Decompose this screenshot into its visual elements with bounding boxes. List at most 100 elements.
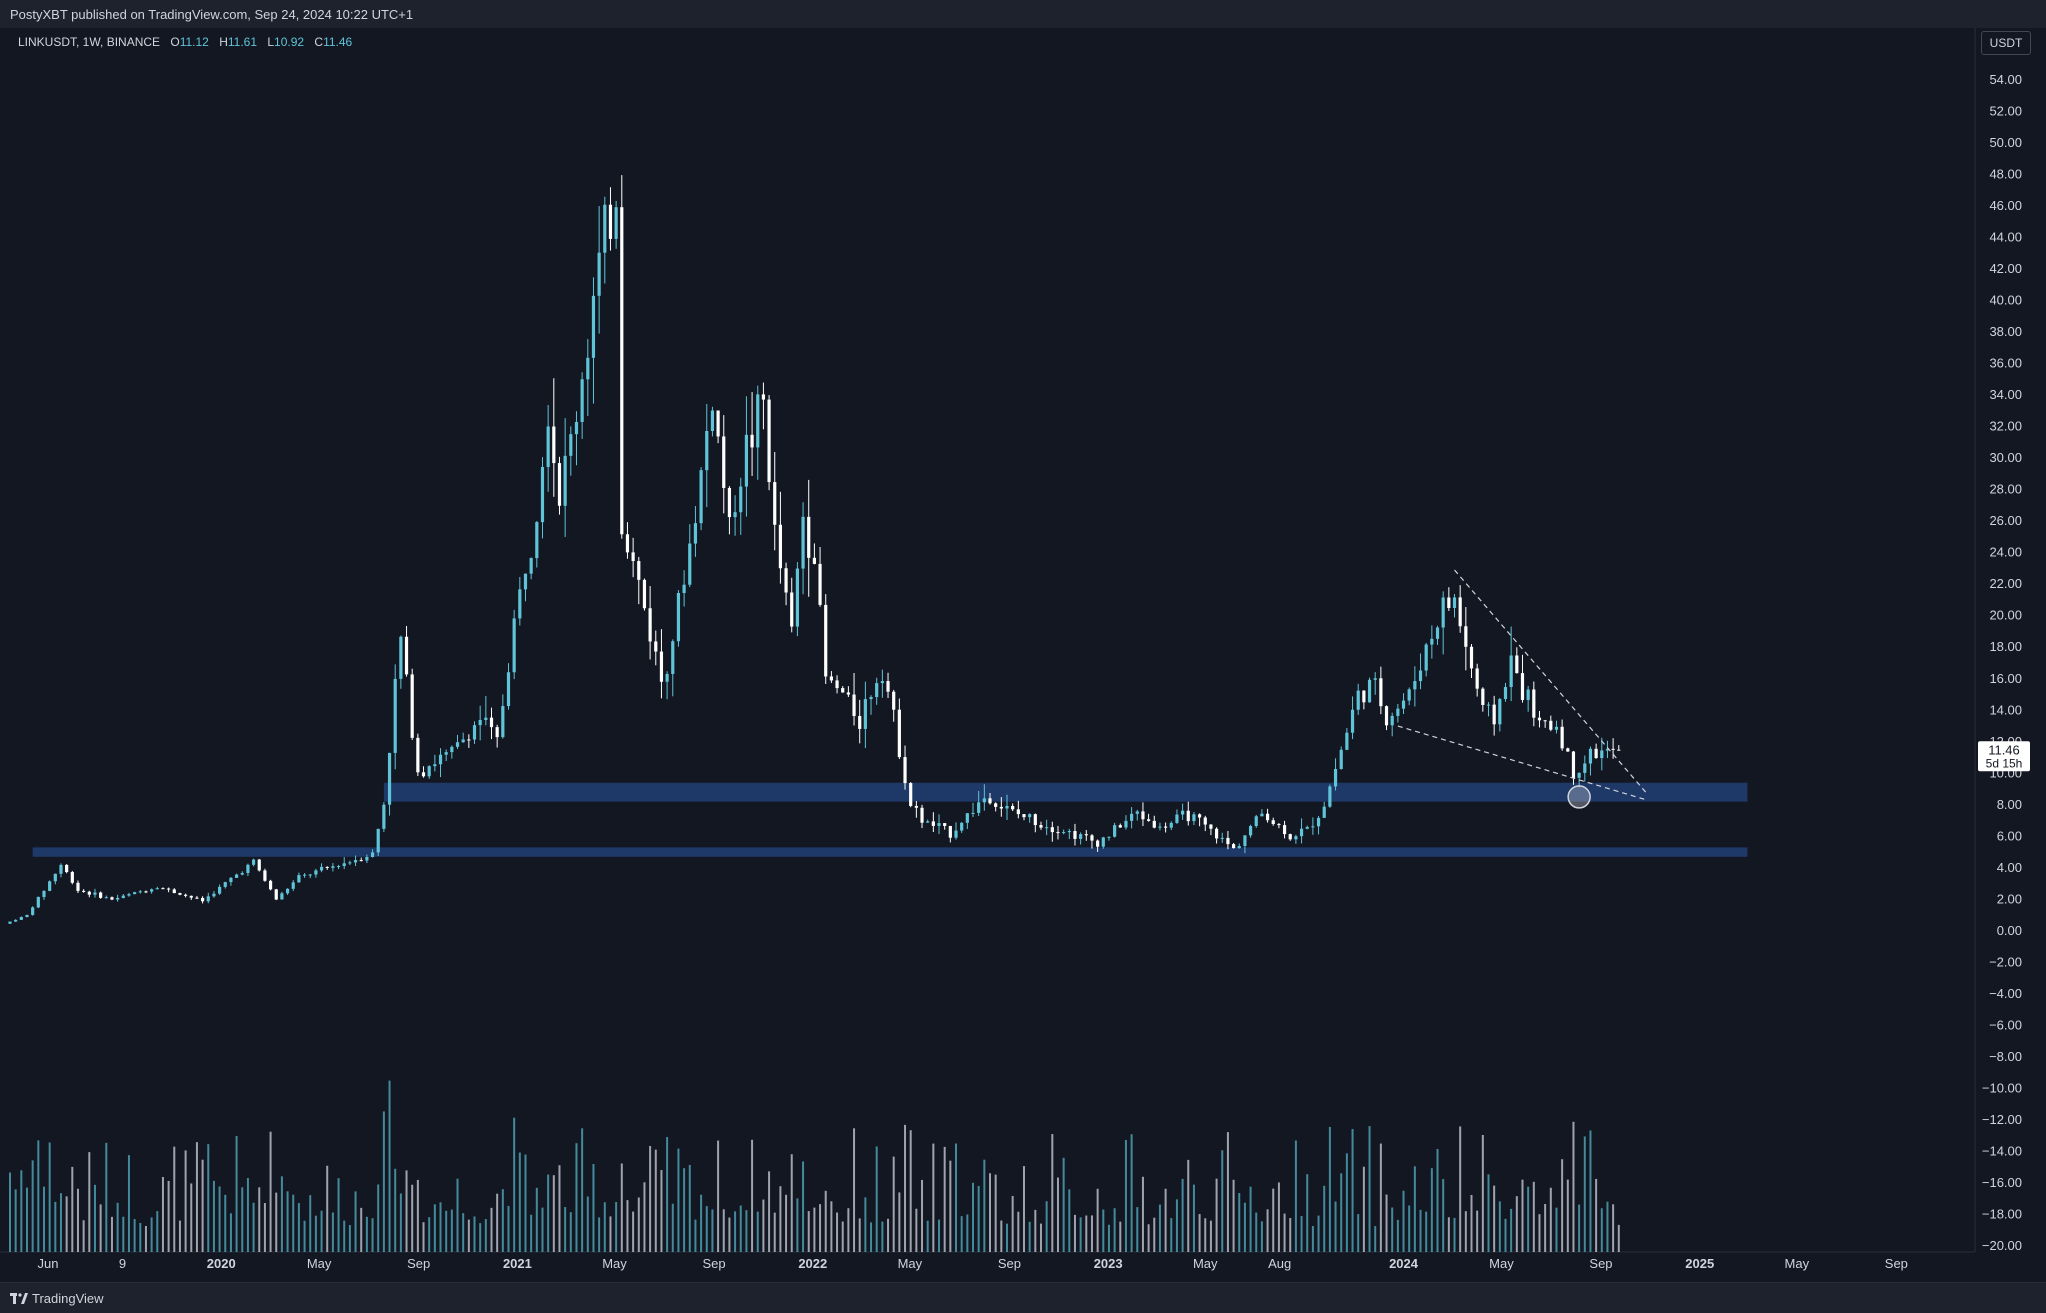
- volume-bar: [224, 1194, 227, 1252]
- candle-body: [87, 891, 91, 895]
- candle-body: [671, 641, 675, 674]
- candle-body: [716, 410, 720, 437]
- candle-body: [410, 674, 414, 738]
- price-tick-label: 42.00: [1989, 261, 2022, 276]
- volume-bar: [88, 1152, 91, 1252]
- candle-body: [1520, 673, 1525, 700]
- candle-body: [1328, 786, 1332, 807]
- candle-body: [59, 864, 63, 874]
- volume-bar: [484, 1219, 487, 1252]
- candle-body: [336, 866, 341, 868]
- chart-background: [0, 28, 2046, 1282]
- volume-bar: [178, 1220, 181, 1252]
- candle-body: [761, 394, 766, 400]
- time-tick-label: May: [1489, 1256, 1514, 1271]
- candle-body: [178, 893, 182, 895]
- candle-body: [70, 872, 74, 883]
- candle-body: [642, 579, 647, 609]
- open-value: 11.12: [179, 35, 209, 49]
- candle-body: [790, 592, 794, 627]
- volume-bar: [1147, 1224, 1150, 1252]
- candle-body: [189, 895, 193, 898]
- candle-body: [404, 636, 409, 675]
- volume-bar: [977, 1185, 980, 1252]
- volume-bar: [297, 1203, 300, 1252]
- volume-bar: [1204, 1218, 1207, 1252]
- candle-body: [495, 727, 499, 738]
- candle-body: [727, 487, 732, 518]
- volume-bar: [1249, 1186, 1252, 1252]
- volume-bar: [892, 1156, 895, 1252]
- volume-bar: [382, 1111, 385, 1252]
- volume-bar: [201, 1159, 204, 1252]
- candle-body: [433, 764, 437, 767]
- candle-body: [1532, 689, 1536, 718]
- candle-body: [1356, 690, 1360, 710]
- candle-body: [688, 543, 692, 585]
- volume-bar: [1096, 1188, 1099, 1252]
- candle-body: [427, 766, 431, 777]
- volume-bar: [263, 1202, 266, 1252]
- volume-bar: [1243, 1202, 1246, 1252]
- candle-body: [1062, 832, 1066, 834]
- candle-body: [1560, 726, 1564, 749]
- tradingview-logo[interactable]: TradingView: [10, 1291, 104, 1306]
- price-tick-label: 16.00: [1989, 671, 2022, 686]
- volume-bar: [1085, 1215, 1088, 1252]
- candle-body: [1469, 646, 1474, 669]
- volume-bar: [1323, 1185, 1326, 1252]
- price-chart[interactable]: 54.00 52.00 50.00 48.00 46.00 44.00 42.00 40.00…: [0, 28, 2046, 1282]
- currency-button[interactable]: USDT: [1981, 31, 2031, 55]
- candle-countdown: 5d 15h: [1986, 756, 2023, 770]
- candle-body: [1135, 811, 1139, 814]
- price-tick-label: 38.00: [1989, 324, 2022, 339]
- time-tick-label: Sep: [1885, 1256, 1908, 1271]
- volume-bar: [564, 1207, 567, 1252]
- candle-body: [620, 207, 624, 535]
- candle-body: [382, 804, 386, 829]
- volume-bar: [955, 1143, 958, 1252]
- candle-body: [756, 394, 760, 448]
- symbol-info: LINKUSDT, 1W, BINANCE: [18, 35, 161, 49]
- candle-body: [1322, 806, 1326, 818]
- candle-body: [48, 881, 52, 891]
- candle-body: [1492, 704, 1496, 725]
- volume-bar: [99, 1204, 102, 1252]
- volume-bar: [20, 1170, 23, 1252]
- candle-body: [399, 636, 403, 679]
- candle-body: [1424, 644, 1428, 671]
- candle-body: [1384, 706, 1389, 726]
- candle-body: [1254, 816, 1258, 827]
- volume-bar: [428, 1217, 431, 1252]
- volume-bar: [496, 1193, 499, 1252]
- candle-body: [1430, 638, 1434, 645]
- candle-body: [342, 863, 346, 867]
- volume-bar: [1379, 1143, 1382, 1252]
- candle-body: [1588, 748, 1593, 764]
- candle-body: [540, 466, 545, 523]
- volume-bar: [1430, 1168, 1433, 1252]
- volume-bar: [122, 1216, 125, 1252]
- candle-body: [1571, 751, 1576, 778]
- volume-bar: [858, 1218, 861, 1252]
- candle-body: [835, 680, 839, 689]
- candle-body: [1526, 689, 1530, 700]
- volume-bar: [1187, 1159, 1190, 1252]
- tradingview-logo-text: TradingView: [32, 1291, 104, 1306]
- candle-body: [501, 706, 505, 738]
- volume-bar: [71, 1166, 74, 1252]
- candle-body: [461, 739, 465, 743]
- volume-bar: [235, 1136, 238, 1252]
- candle-body: [455, 742, 460, 747]
- volume-bar: [1164, 1188, 1167, 1252]
- candle-body: [523, 573, 528, 590]
- volume-bar: [337, 1178, 340, 1252]
- candle-body: [710, 410, 715, 432]
- candle-body: [1611, 748, 1615, 750]
- volume-bar: [275, 1192, 278, 1252]
- volume-bar: [473, 1216, 476, 1252]
- volume-bar: [626, 1200, 629, 1252]
- volume-bar: [388, 1080, 391, 1252]
- volume-bar: [439, 1202, 442, 1252]
- volume-bar: [416, 1179, 419, 1252]
